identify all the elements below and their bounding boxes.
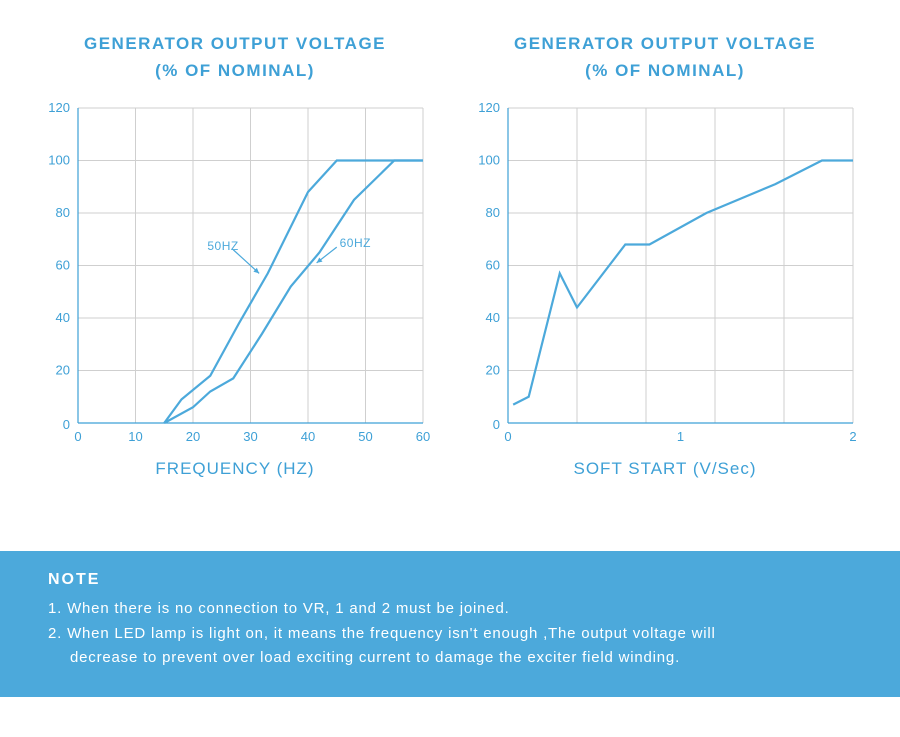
chart-softstart: GENERATOR OUTPUT VOLTAGE (% OF NOMINAL) … <box>466 30 865 479</box>
svg-text:0: 0 <box>504 429 511 444</box>
svg-text:10: 10 <box>128 429 142 444</box>
svg-text:20: 20 <box>485 363 499 378</box>
chart-frequency: GENERATOR OUTPUT VOLTAGE (% OF NOMINAL) … <box>36 30 435 479</box>
svg-text:50: 50 <box>358 429 372 444</box>
svg-text:2: 2 <box>849 429 856 444</box>
chart-b-xlabel: SOFT START (V/Sec) <box>574 459 757 479</box>
svg-text:100: 100 <box>48 153 70 168</box>
svg-text:30: 30 <box>243 429 257 444</box>
svg-text:20: 20 <box>55 363 69 378</box>
svg-text:0: 0 <box>62 417 69 432</box>
svg-text:100: 100 <box>478 153 500 168</box>
chart-a-title: GENERATOR OUTPUT VOLTAGE (% OF NOMINAL) <box>84 30 386 84</box>
chart-a-canvas: 204060801001200102030405060050HZ60HZ <box>36 102 435 453</box>
note-title: NOTE <box>48 571 852 589</box>
svg-text:120: 120 <box>48 102 70 115</box>
note-line-1: 1. When there is no connection to VR, 1 … <box>48 597 852 622</box>
svg-text:0: 0 <box>74 429 81 444</box>
svg-text:60: 60 <box>55 258 69 273</box>
charts-row: GENERATOR OUTPUT VOLTAGE (% OF NOMINAL) … <box>0 0 900 479</box>
svg-text:0: 0 <box>492 417 499 432</box>
svg-text:1: 1 <box>676 429 683 444</box>
svg-text:40: 40 <box>300 429 314 444</box>
svg-text:80: 80 <box>55 205 69 220</box>
chart-a-xlabel: FREQUENCY (HZ) <box>155 459 314 479</box>
svg-text:40: 40 <box>55 310 69 325</box>
chart-b-title-line1: GENERATOR OUTPUT VOLTAGE <box>514 34 816 53</box>
svg-text:60: 60 <box>415 429 429 444</box>
note-line-2b: decrease to prevent over load exciting c… <box>48 646 852 671</box>
svg-text:120: 120 <box>478 102 500 115</box>
svg-text:20: 20 <box>185 429 199 444</box>
chart-b-title: GENERATOR OUTPUT VOLTAGE (% OF NOMINAL) <box>514 30 816 84</box>
chart-b-canvas: 204060801001200120 <box>466 102 865 453</box>
svg-text:60: 60 <box>485 258 499 273</box>
svg-text:80: 80 <box>485 205 499 220</box>
chart-b-title-line2: (% OF NOMINAL) <box>585 61 745 80</box>
svg-text:40: 40 <box>485 310 499 325</box>
svg-text:60HZ: 60HZ <box>339 237 370 251</box>
chart-a-title-line2: (% OF NOMINAL) <box>155 61 315 80</box>
chart-a-title-line1: GENERATOR OUTPUT VOLTAGE <box>84 34 386 53</box>
note-line-2a: 2. When LED lamp is light on, it means t… <box>48 622 852 647</box>
note-panel: NOTE 1. When there is no connection to V… <box>0 551 900 697</box>
